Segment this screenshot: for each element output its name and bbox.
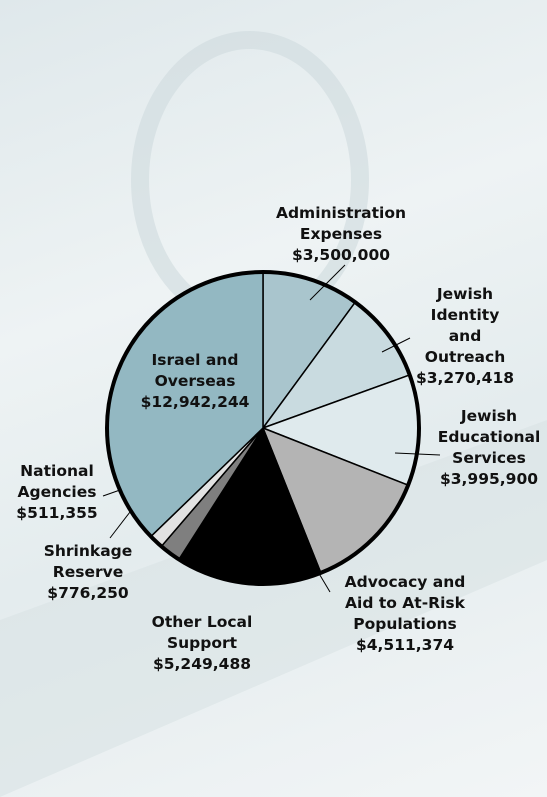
slice-label: Other Local Support $5,249,488: [152, 612, 253, 675]
slice-label: Shrinkage Reserve $776,250: [44, 541, 133, 604]
pie-outline: [105, 270, 421, 586]
slice-label: Jewish Identity and Outreach $3,270,418: [416, 284, 514, 389]
slice-label: National Agencies $511,355: [16, 461, 97, 524]
category-name: Jewish Identity and Outreach: [424, 285, 506, 366]
slice-label: Israel and Overseas $12,942,244: [141, 350, 250, 413]
category-name: Advocacy and Aid to At-Risk Populations: [344, 573, 466, 633]
category-name: Israel and Overseas: [151, 351, 239, 390]
value-label: $3,500,000: [291, 246, 391, 264]
leader-line: [109, 511, 131, 539]
category-name: Other Local Support: [151, 613, 253, 652]
value-label: $3,270,418: [415, 369, 515, 387]
value-label: $776,250: [47, 584, 129, 602]
slice-label: Advocacy and Aid to At-Risk Populations $…: [345, 572, 466, 656]
category-name: Jewish Educational Services: [437, 407, 541, 467]
value-label: $5,249,488: [152, 655, 252, 673]
leader-line: [381, 337, 411, 353]
leader-line: [394, 452, 441, 456]
leader-line: [102, 489, 121, 497]
slice-label: Administration Expenses $3,500,000: [276, 203, 406, 266]
category-name: Administration Expenses: [275, 204, 407, 243]
slice-label: Jewish Educational Services $3,995,900: [438, 406, 541, 490]
value-label: $12,942,244: [140, 393, 250, 411]
value-label: $511,355: [16, 504, 98, 522]
value-label: $4,511,374: [355, 636, 455, 654]
leader-line: [304, 549, 331, 593]
category-name: National Agencies: [17, 462, 97, 501]
leader-line: [309, 264, 346, 301]
category-name: Shrinkage Reserve: [43, 542, 133, 581]
value-label: $3,995,900: [439, 470, 539, 488]
